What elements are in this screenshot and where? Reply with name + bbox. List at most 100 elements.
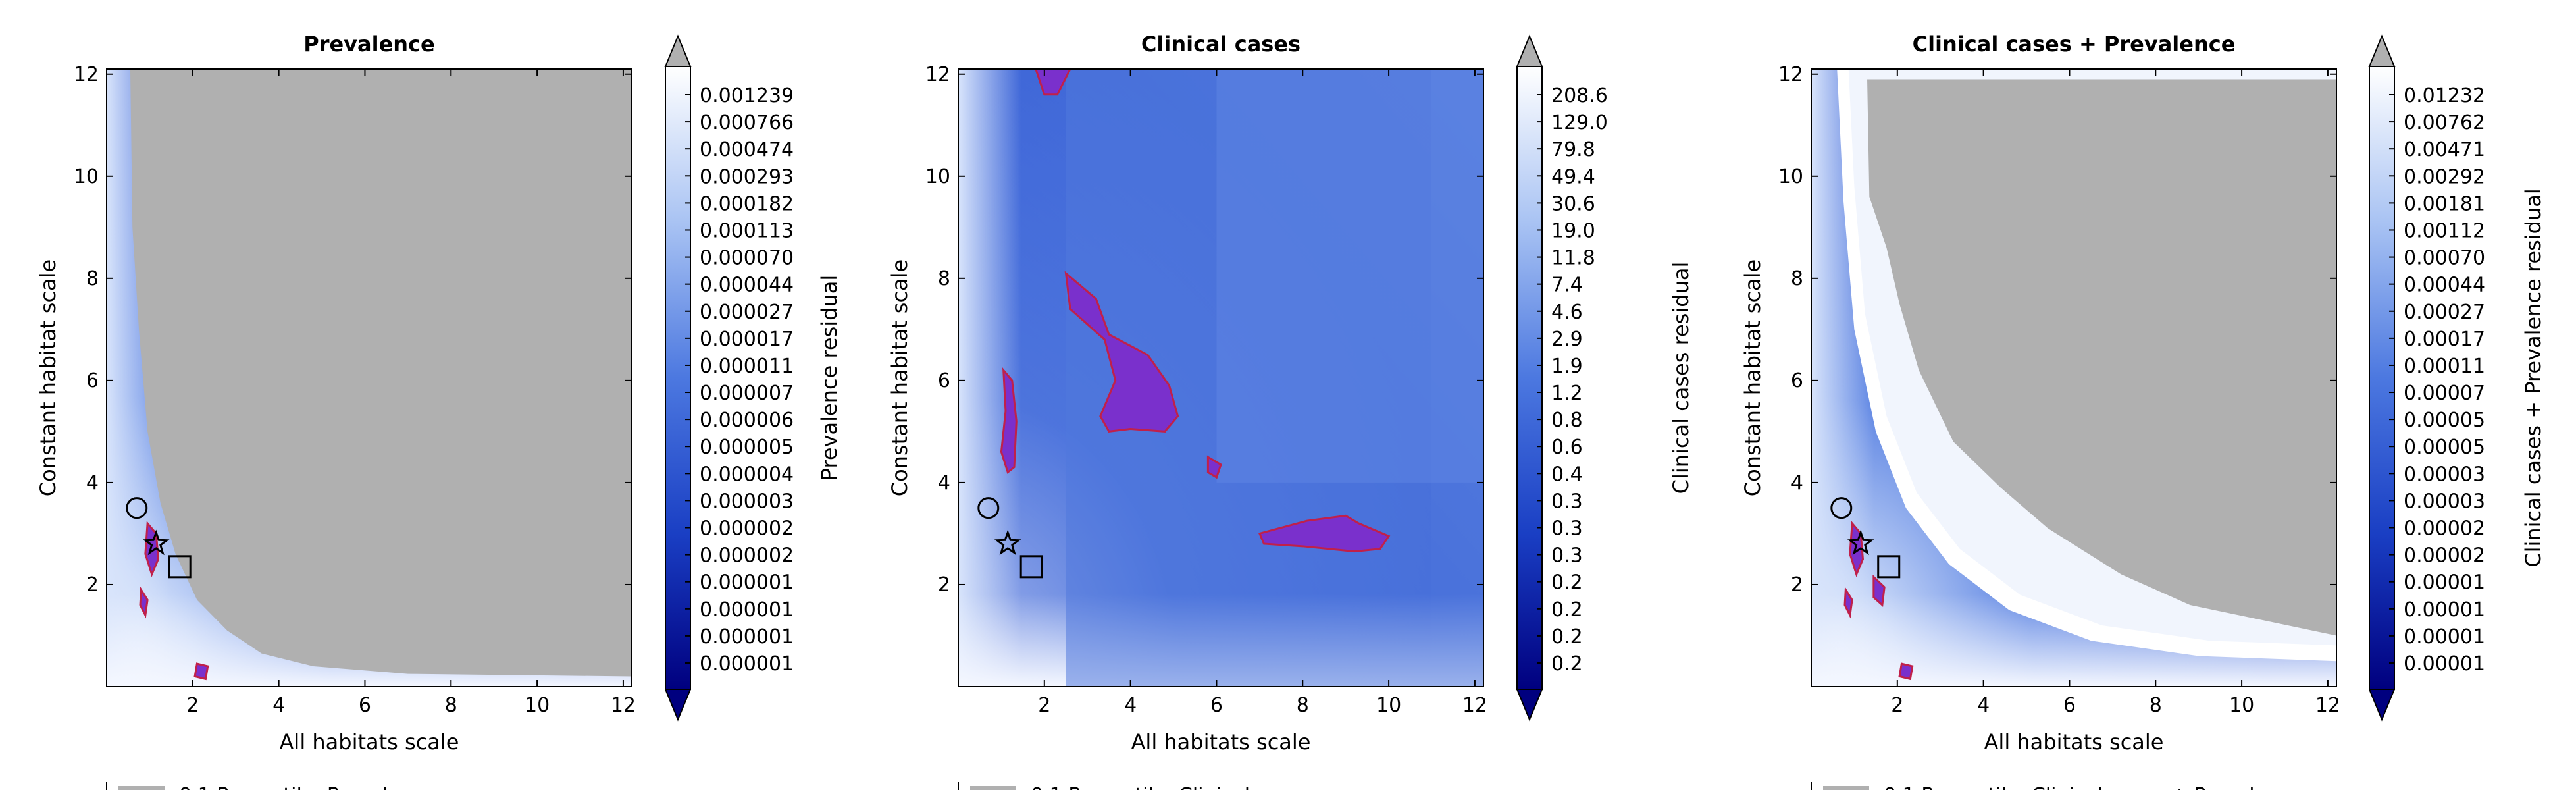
marker-circle [1830, 497, 1853, 519]
colorbar-tick-label: 0.00001 [2404, 598, 2485, 621]
colorbar-label: Clinical cases residual [1668, 262, 1693, 494]
x-tick-label: 6 [2063, 694, 2076, 717]
plot-area [107, 69, 632, 687]
colorbar-tick-label: 0.000027 [700, 301, 794, 324]
colorbar-tick-label: 11.8 [1551, 247, 1595, 270]
y-tick-label: 2 [86, 573, 99, 596]
contour-region-1 [1064, 271, 1179, 433]
x-tick-label: 8 [445, 694, 457, 717]
x-tick-label: 10 [525, 694, 550, 717]
colorbar-top-extend [1516, 34, 1543, 67]
y-tick-label: 12 [1778, 63, 1803, 86]
colorbar: 208.6 129.0 79.8 49.4 30.6 19.0 11.8 7.4 4.6 2.9 1… [1516, 34, 1693, 722]
y-tick-label: 8 [86, 267, 99, 290]
marker-square [1019, 555, 1043, 579]
contour-region-3 [193, 662, 209, 681]
y-tick-label: 4 [938, 471, 950, 494]
x-tick-label: 6 [359, 694, 371, 717]
colorbar-bottom-extend [1516, 689, 1543, 722]
contour-region-3 [1000, 367, 1018, 474]
colorbar-tick-label: 0.01232 [2404, 84, 2485, 107]
colorbar-tick-label: 0.3 [1551, 490, 1583, 513]
colorbar-tick-label: 0.000070 [700, 247, 794, 270]
colorbar-tick-label: 0.000002 [700, 517, 794, 540]
legend-label: 0.1 Percentile: Clinical cases [1031, 784, 1312, 790]
legend-swatch [1823, 786, 1869, 790]
chart-title: Clinical cases [1141, 32, 1301, 57]
x-tick-label: 6 [1210, 694, 1223, 717]
colorbar-tick-label: 0.2 [1551, 571, 1583, 594]
y-tick-label: 8 [938, 267, 950, 290]
chart-title: Prevalence [303, 32, 435, 57]
chart-panel-2: 2 4 6 8 10 12 2 4 6 8 10 12 Clinical cases All habita… [887, 32, 1693, 790]
colorbar-tick-label: 30.6 [1551, 192, 1595, 215]
colorbar-tick-label: 0.00044 [2404, 274, 2485, 297]
colorbar-tick-label: 0.00762 [2404, 111, 2485, 134]
colorbar-tick-label: 0.6 [1551, 436, 1583, 459]
colorbar-frame [2369, 66, 2395, 690]
colorbar-tick-label: 0.000005 [700, 436, 794, 459]
legend-label: 0.1 Percentile: Clinical cases + Prevale… [1884, 784, 2302, 790]
colorbar-tick-label: 0.3 [1551, 517, 1583, 540]
colorbar-tick-label: 4.6 [1551, 301, 1583, 324]
colorbar-tick-label: 0.00003 [2404, 463, 2485, 486]
colorbar-tick-label: 0.00471 [2404, 138, 2485, 161]
x-tick-label: 10 [2229, 694, 2254, 717]
y-tick-label: 12 [74, 63, 99, 86]
y-axis-label: Constant habitat scale [36, 259, 61, 496]
legend-swatch [970, 786, 1016, 790]
x-axis-label: All habitats scale [1984, 729, 2164, 754]
colorbar-tick-label: 0.00017 [2404, 328, 2485, 351]
marker-square [168, 555, 192, 579]
x-tick-label: 12 [611, 694, 636, 717]
colorbar-frame [1516, 66, 1543, 690]
x-tick-label: 2 [1891, 694, 1903, 717]
contour-region-3 [1898, 662, 1914, 681]
colorbar-tick-label: 1.2 [1551, 382, 1583, 405]
colorbar-tick-label: 0.2 [1551, 598, 1583, 621]
y-tick-label: 4 [86, 471, 99, 494]
y-tick-label: 6 [1791, 369, 1803, 392]
colorbar-tick-label: 0.000001 [700, 571, 794, 594]
y-tick-label: 6 [86, 369, 99, 392]
colorbar-tick-label: 0.00003 [2404, 490, 2485, 513]
axes-frame [106, 68, 632, 687]
colorbar-tick-label: 0.00005 [2404, 436, 2485, 459]
x-tick-label: 12 [2315, 694, 2340, 717]
contour-region-5 [1206, 455, 1222, 479]
colorbar-tick-label: 0.000002 [700, 544, 794, 567]
colorbar-tick-label: 0.000001 [700, 598, 794, 621]
colorbar-tick-label: 0.00002 [2404, 544, 2485, 567]
colorbar-tick-label: 129.0 [1551, 111, 1608, 134]
y-tick-label: 10 [1778, 165, 1803, 188]
colorbar-tick-label: 208.6 [1551, 84, 1608, 107]
chart-panel-3: 2 4 6 8 10 12 2 4 6 8 10 12 Clinical cases + Prevale… [1740, 32, 2546, 790]
y-tick-label: 4 [1791, 471, 1803, 494]
colorbar-label: Prevalence residual [817, 275, 842, 481]
colorbar-bottom-extend [2368, 689, 2396, 722]
x-axis-label: All habitats scale [280, 729, 459, 754]
x-tick-label: 4 [272, 694, 285, 717]
colorbar-tick-label: 0.000182 [700, 192, 794, 215]
colorbar-frame [665, 66, 691, 690]
colorbar: 0.01232 0.00762 0.00471 0.00292 0.00181 0.001… [2368, 34, 2546, 722]
colorbar-tick-label: 0.00001 [2404, 571, 2485, 594]
gray-region [1867, 79, 2336, 636]
y-tick-label: 10 [74, 165, 99, 188]
legend-swatch [118, 786, 165, 790]
colorbar-tick-label: 0.000044 [700, 274, 794, 297]
colorbar-tick-label: 0.00011 [2404, 355, 2485, 378]
axes-frame [958, 68, 1484, 687]
colorbar-tick-label: 0.00292 [2404, 165, 2485, 188]
colorbar-tick-label: 0.2 [1551, 625, 1583, 648]
marker-star [142, 529, 170, 556]
colorbar-tick-label: 0.000007 [700, 382, 794, 405]
chart-panel-1: 2 4 6 8 10 12 2 4 6 8 10 12 Prevalence All habitats s… [36, 32, 842, 790]
colorbar-tick-label: 0.00181 [2404, 192, 2485, 215]
colorbar-tick-label: 0.00001 [2404, 652, 2485, 675]
colorbar-tick-label: 0.00005 [2404, 409, 2485, 432]
contour-region-2 [139, 586, 149, 619]
legend: 0.1 Percentile: Clinical cases + Prevale… [1811, 782, 2302, 790]
colorbar-tick-label: 0.000001 [700, 625, 794, 648]
legend: 0.1 Percentile: Clinical cases [958, 782, 1312, 790]
